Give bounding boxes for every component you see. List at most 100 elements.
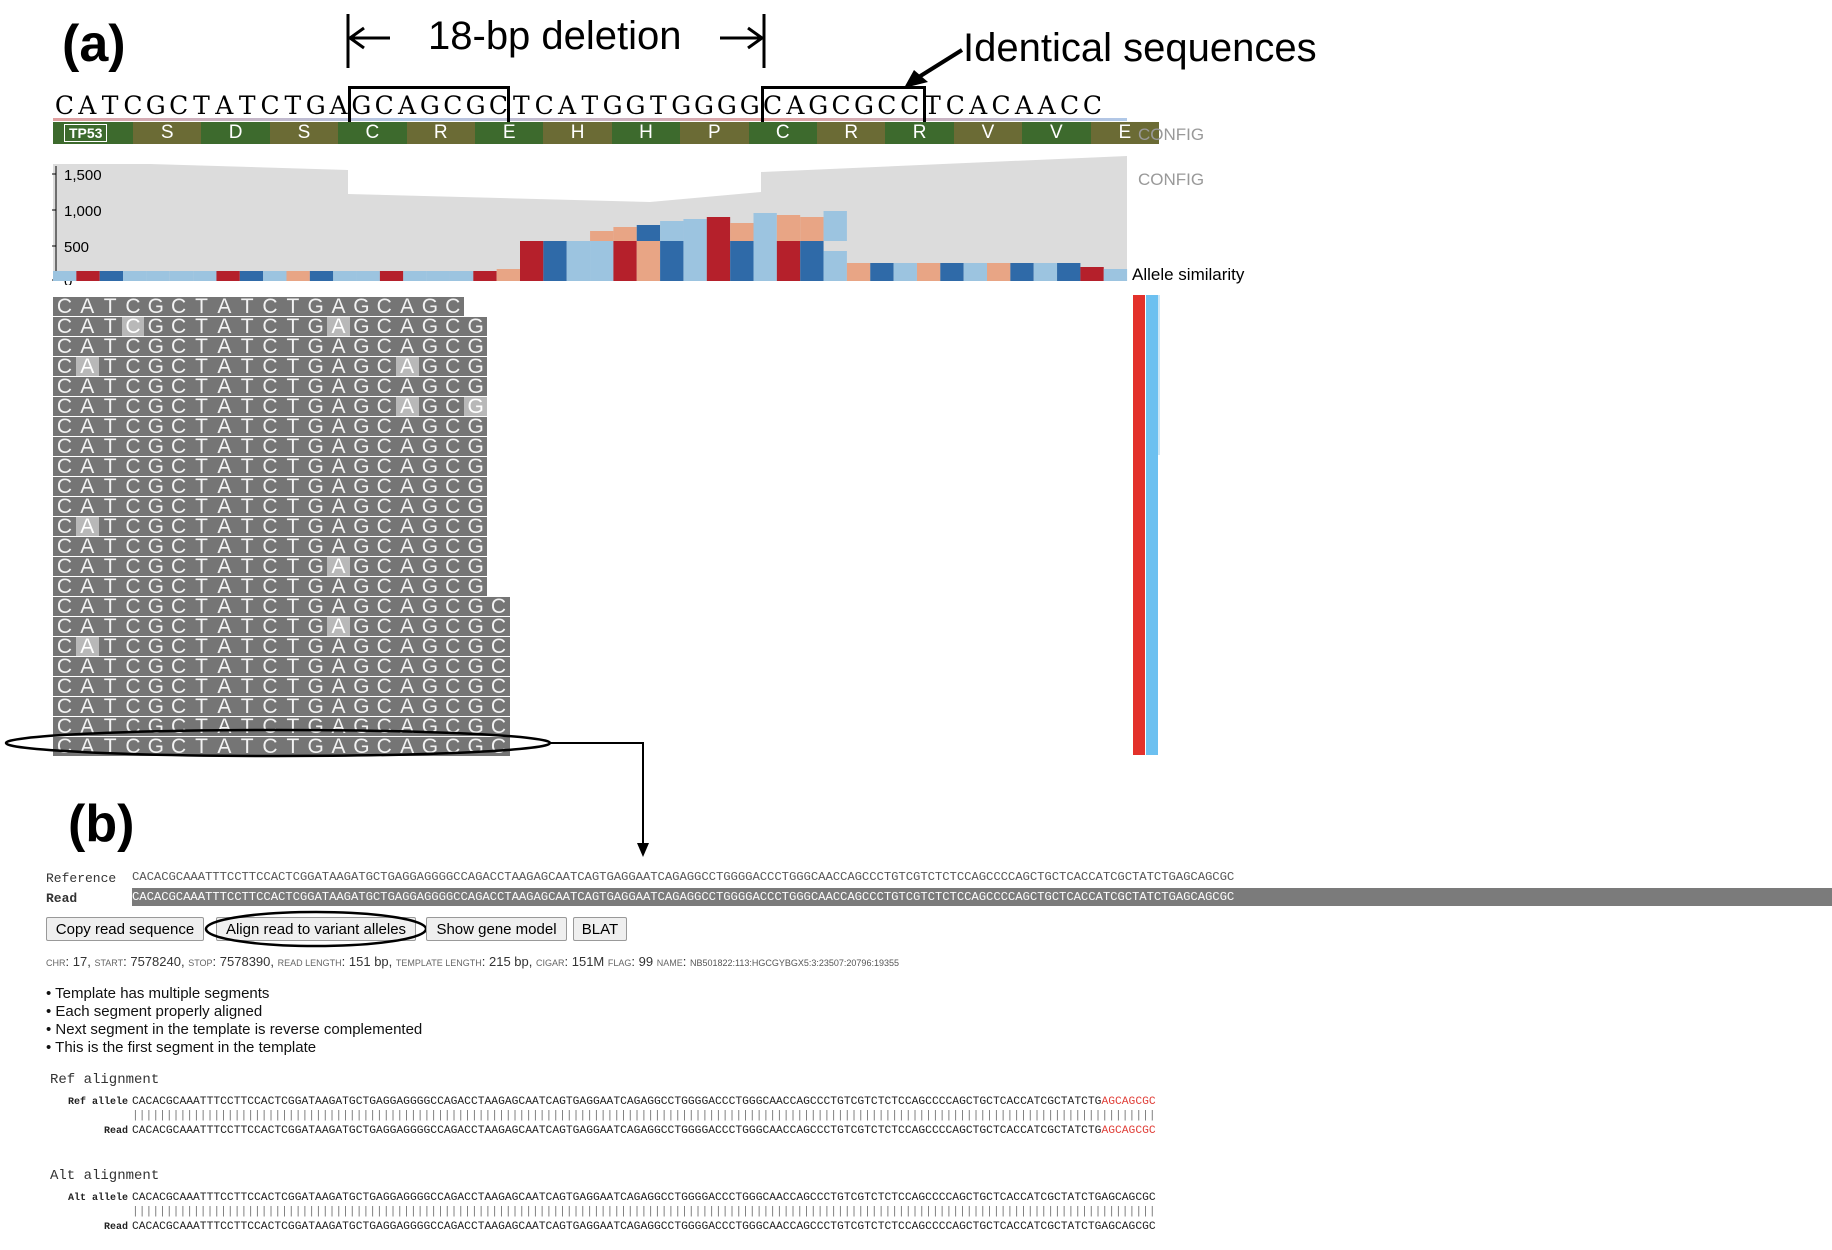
read-base: C <box>376 617 392 636</box>
read-base: C <box>376 497 392 516</box>
read-base: T <box>240 697 254 716</box>
read-base: A <box>217 617 232 636</box>
read-base: C <box>376 297 392 316</box>
allele-bar <box>893 263 917 281</box>
reference-row-seq: CACACGCAAATTTCCTTCCACTCGGATAAGATGCTGAGGA… <box>132 870 1235 884</box>
read-base: G <box>421 497 439 516</box>
read-base: G <box>353 677 370 696</box>
read-base: G <box>467 597 484 616</box>
read-base: G <box>147 697 164 716</box>
ref-base: A <box>557 91 577 120</box>
read-base: G <box>307 597 324 616</box>
read-base: G <box>147 457 164 476</box>
deletion-label: 18-bp deletion <box>428 14 682 58</box>
allele-bar <box>216 271 240 281</box>
config-link-2[interactable]: CONFIG <box>1138 170 1205 189</box>
flag-item: • This is the first segment in the templ… <box>46 1039 317 1056</box>
read-base: C <box>376 657 392 676</box>
read-base: T <box>195 357 208 376</box>
align-read-button[interactable]: Align read to variant alleles <box>216 917 416 941</box>
copy-read-sequence-button[interactable]: Copy read sequence <box>46 917 204 941</box>
read-base: C <box>445 397 461 416</box>
read-base: T <box>286 637 300 656</box>
config-link-1[interactable]: CONFIG <box>1138 125 1205 144</box>
read-base: A <box>217 477 232 496</box>
read-base: G <box>467 697 484 716</box>
read-base: A <box>400 537 415 556</box>
amino-acid-cell: E <box>1090 122 1159 144</box>
allele-bar <box>987 263 1011 281</box>
read-base: A <box>395 397 419 416</box>
amino-acid-cell: P <box>680 122 749 144</box>
read-base: T <box>240 657 254 676</box>
ref-base: G <box>305 91 326 120</box>
amino-acid-cell: R <box>406 122 475 144</box>
allele-similarity-divider <box>1158 295 1160 455</box>
read-base: A <box>331 357 346 376</box>
read-base: C <box>56 417 72 436</box>
amino-acid-cell: H <box>543 122 612 144</box>
alt-alignment-title: Alt alignment <box>50 1168 160 1184</box>
read-base: T <box>286 677 300 696</box>
read-base: C <box>56 457 72 476</box>
read-base: C <box>262 597 278 616</box>
read-base: A <box>331 437 346 456</box>
read-base: C <box>171 737 187 756</box>
read-base: T <box>103 317 117 336</box>
read-base: T <box>103 677 117 696</box>
allele-bar <box>1010 263 1034 281</box>
read-base: A <box>400 637 415 656</box>
read-base: A <box>80 377 95 396</box>
read-base: C <box>125 437 141 456</box>
allele-bar <box>706 241 731 281</box>
read-base: T <box>240 577 254 596</box>
allele-bar <box>1033 263 1058 281</box>
read-base: G <box>467 617 484 636</box>
read-base: C <box>262 557 278 576</box>
show-gene-model-button[interactable]: Show gene model <box>426 917 567 941</box>
read-base: G <box>467 357 484 376</box>
read-base: C <box>490 697 507 716</box>
read-base: A <box>217 537 232 556</box>
read-base: G <box>353 737 370 756</box>
reference-underline <box>53 118 1127 121</box>
read-base: A <box>217 517 232 536</box>
read-base: G <box>467 317 484 336</box>
read-base: A <box>400 517 415 536</box>
read-base: T <box>240 337 254 356</box>
read-base: C <box>490 677 507 696</box>
read-base: C <box>262 377 278 396</box>
read-base: C <box>445 437 461 456</box>
read-base: T <box>103 697 117 716</box>
allele-bar <box>169 271 194 281</box>
read-base: A <box>217 457 232 476</box>
read-base: T <box>286 597 300 616</box>
read-base: A <box>331 517 346 536</box>
blat-button[interactable]: BLAT <box>573 917 627 941</box>
read-base: C <box>445 477 461 496</box>
allele-bar <box>239 271 264 281</box>
amino-acid-cell: R <box>817 122 886 144</box>
